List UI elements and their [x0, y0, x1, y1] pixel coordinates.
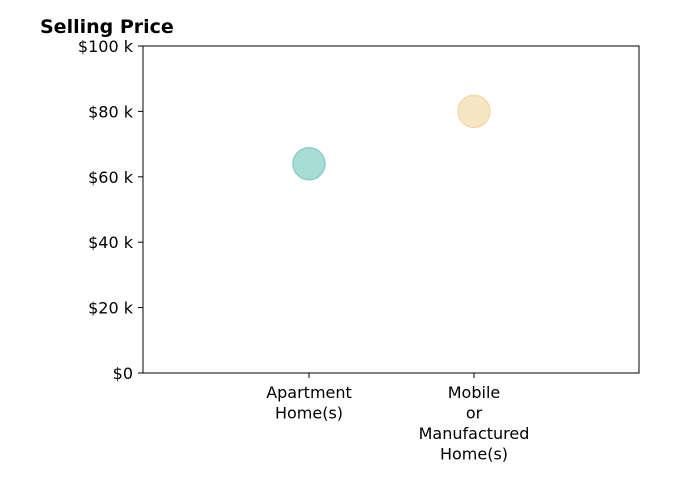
y-tick-label: $20 k [88, 299, 134, 318]
data-point [457, 94, 491, 129]
chart-title: Selling Price [40, 16, 174, 38]
x-tick-label: Apartment Home(s) [266, 383, 352, 423]
plot-frame [142, 45, 640, 374]
y-tick-label: $80 k [88, 102, 134, 121]
x-tick-label: Mobile or Manufactured Home(s) [419, 383, 530, 464]
y-tick-label: $100 k [78, 37, 134, 56]
y-tick-label: $0 [113, 364, 133, 383]
data-point [292, 146, 326, 181]
y-tick-label: $60 k [88, 168, 134, 187]
y-tick-label: $40 k [88, 233, 134, 252]
